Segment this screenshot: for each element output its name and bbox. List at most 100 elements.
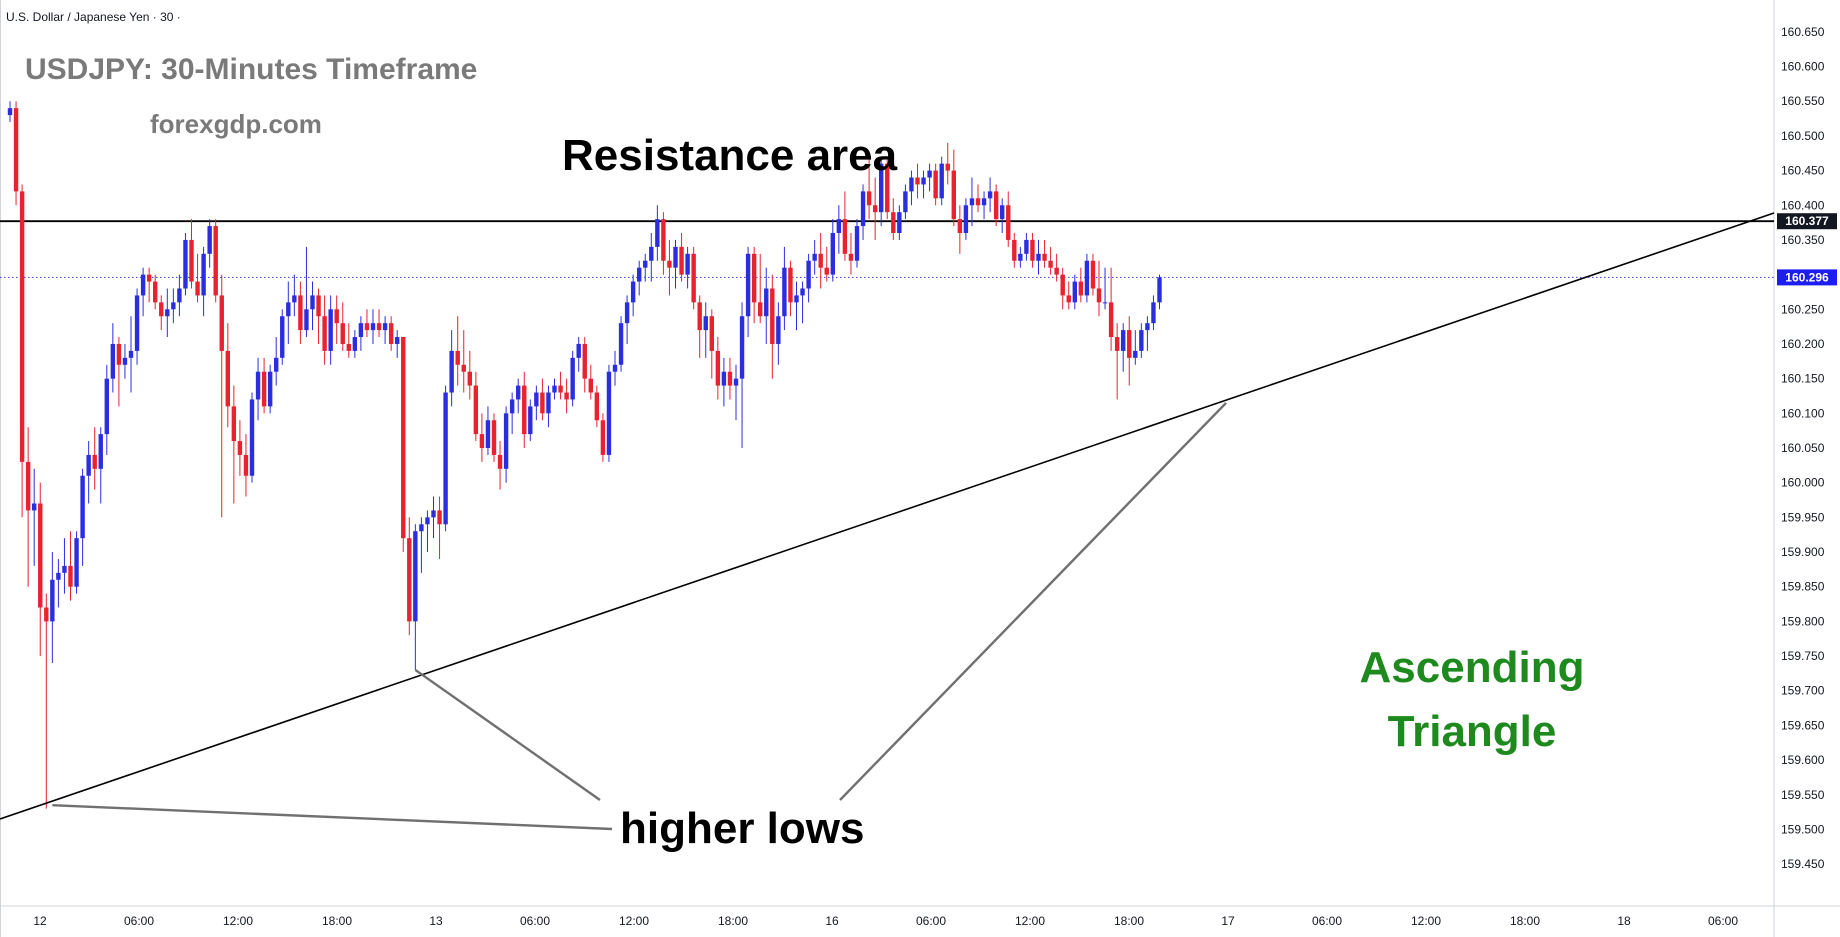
candle-body bbox=[939, 163, 944, 199]
candle-body bbox=[334, 309, 339, 324]
candle-body bbox=[473, 385, 479, 435]
resistance-price-tag: 160.377 bbox=[1777, 213, 1837, 230]
candle-body bbox=[201, 253, 206, 296]
candle-body bbox=[558, 385, 563, 393]
candle-body bbox=[467, 371, 472, 386]
candle-body bbox=[455, 350, 460, 365]
candle-body bbox=[872, 205, 878, 213]
candle-body bbox=[122, 357, 128, 365]
candle-body bbox=[667, 260, 672, 268]
x-tick-label: 13 bbox=[429, 914, 443, 928]
candle-body bbox=[388, 323, 394, 344]
candle-body bbox=[98, 434, 103, 469]
candle-body bbox=[709, 316, 714, 351]
candle-body bbox=[661, 219, 666, 261]
candle-body bbox=[376, 323, 382, 331]
y-tick-label: 160.150 bbox=[1781, 372, 1825, 386]
y-tick-label: 160.550 bbox=[1781, 94, 1825, 108]
candle-body bbox=[824, 267, 829, 275]
y-tick-label: 160.200 bbox=[1781, 337, 1825, 351]
candle-body bbox=[733, 378, 739, 386]
candle-body bbox=[491, 420, 497, 455]
candle-body bbox=[830, 233, 835, 275]
y-tick-label: 159.700 bbox=[1781, 684, 1825, 698]
candle-body bbox=[1078, 281, 1084, 296]
candle-body bbox=[866, 191, 872, 206]
candles bbox=[7, 101, 1162, 809]
x-tick-label: 18:00 bbox=[1510, 914, 1540, 928]
y-tick-label: 159.600 bbox=[1781, 753, 1825, 767]
candle-body bbox=[134, 295, 140, 351]
candle-body bbox=[624, 302, 630, 324]
candle-body bbox=[528, 406, 533, 435]
candle-body bbox=[346, 343, 351, 351]
candle-body bbox=[1121, 330, 1126, 351]
x-tick-label: 17 bbox=[1221, 914, 1235, 928]
y-tick-label: 160.000 bbox=[1781, 476, 1825, 490]
candle-body bbox=[485, 420, 491, 448]
candle-body bbox=[963, 205, 969, 233]
candle-body bbox=[80, 475, 85, 539]
candle-body bbox=[776, 316, 781, 344]
candle-body bbox=[745, 253, 751, 317]
candle-body bbox=[770, 288, 775, 344]
candle-body bbox=[588, 378, 593, 393]
candle-body bbox=[395, 337, 400, 344]
candle-body bbox=[425, 517, 430, 525]
candle-body bbox=[1036, 253, 1041, 261]
x-tick-label: 06:00 bbox=[124, 914, 154, 928]
candle-body bbox=[534, 392, 539, 407]
candle-body bbox=[630, 281, 636, 303]
candle-body bbox=[497, 454, 503, 469]
candle-body bbox=[1000, 205, 1005, 220]
candle-body bbox=[975, 198, 981, 206]
candle-body bbox=[957, 219, 963, 233]
candle-body bbox=[800, 288, 805, 296]
candle-body bbox=[1006, 205, 1011, 240]
y-tick-label: 159.650 bbox=[1781, 718, 1825, 732]
candle-body bbox=[1090, 260, 1096, 289]
candle-body bbox=[316, 295, 321, 317]
candle-body bbox=[1060, 274, 1065, 296]
candle-body bbox=[437, 510, 442, 525]
candle-body bbox=[794, 295, 799, 303]
candle-body bbox=[903, 191, 908, 213]
y-tick-label: 159.800 bbox=[1781, 614, 1825, 628]
x-tick-label: 06:00 bbox=[1312, 914, 1342, 928]
candle-body bbox=[370, 323, 376, 331]
higher-lows-label: higher lows bbox=[620, 804, 864, 853]
y-tick-label: 159.850 bbox=[1781, 580, 1825, 594]
candle-body bbox=[516, 385, 521, 400]
candle-body bbox=[987, 191, 993, 199]
candle-body bbox=[945, 163, 950, 171]
candle-body bbox=[165, 309, 170, 317]
candle-body bbox=[225, 350, 230, 407]
candle-body bbox=[183, 239, 188, 289]
x-tick-label: 06:00 bbox=[520, 914, 550, 928]
candle-body bbox=[643, 260, 648, 268]
candle-body bbox=[382, 323, 388, 331]
candle-body bbox=[691, 253, 696, 303]
last-price-tag-label: 160.296 bbox=[1785, 270, 1829, 284]
ascending-trendline[interactable] bbox=[0, 212, 1775, 820]
time-axis: 12 06:00 12:00 18:00 13 06:00 12:00 18:00 16 06:0… bbox=[33, 914, 1738, 928]
x-tick-label: 06:00 bbox=[916, 914, 946, 928]
candle-body bbox=[249, 399, 255, 476]
higher-low-pointer bbox=[414, 668, 601, 801]
pattern-label-line2: Triangle bbox=[1388, 707, 1557, 756]
candle-body bbox=[310, 295, 315, 310]
candle-body bbox=[679, 246, 684, 275]
y-tick-label: 160.250 bbox=[1781, 302, 1825, 316]
y-tick-label: 160.400 bbox=[1781, 198, 1825, 212]
candle-body bbox=[594, 392, 600, 421]
candle-body bbox=[146, 274, 152, 282]
candle-body bbox=[7, 108, 13, 116]
candle-body bbox=[618, 323, 624, 365]
candle-body bbox=[854, 226, 860, 261]
candle-body bbox=[552, 385, 557, 393]
candle-body bbox=[879, 163, 884, 213]
candle-body bbox=[189, 239, 194, 282]
candle-body bbox=[503, 413, 509, 469]
y-tick-label: 160.450 bbox=[1781, 164, 1825, 178]
